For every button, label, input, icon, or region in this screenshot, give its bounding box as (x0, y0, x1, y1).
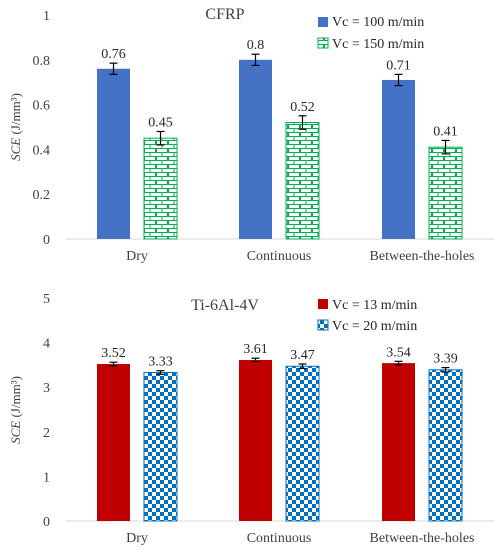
data-label: 3.52 (101, 346, 126, 361)
bar (239, 359, 272, 521)
y-tick-label: 0.8 (33, 54, 51, 69)
bar (428, 146, 463, 240)
chart-title: Ti-6Al-4V (191, 297, 259, 314)
error-bar (156, 370, 165, 375)
error-bar (298, 115, 307, 130)
legend-label-vc13: Vc = 13 m/min (332, 298, 417, 313)
data-label: 3.61 (243, 342, 268, 357)
y-tick-label: 4 (43, 337, 50, 352)
error-bar (441, 139, 450, 155)
bar (382, 79, 415, 240)
bar (143, 137, 178, 240)
bar (428, 369, 463, 522)
y-axis-label-unit: (J/mm³) (8, 93, 23, 138)
bar (382, 363, 415, 521)
y-tick-label: 0.4 (33, 143, 51, 158)
y-tick-label: 1 (43, 9, 50, 24)
y-tick-labels: 0 0.2 0.4 0.6 0.8 1 (33, 9, 51, 248)
y-tick-labels: 0 1 2 3 4 5 (43, 292, 50, 530)
data-labels: 3.52 3.61 3.54 3.33 3.47 3.39 (101, 342, 458, 369)
bar (285, 365, 320, 522)
bar (285, 122, 320, 240)
error-bar (109, 361, 118, 367)
y-tick-label: 0 (43, 515, 50, 530)
bars (97, 359, 463, 522)
x-tick-labels: Dry Continuous Between-the-holes (126, 249, 474, 264)
legend-swatch-vc150 (317, 37, 329, 49)
data-label: 0.71 (386, 58, 411, 73)
error-bar (394, 360, 403, 366)
data-label: 3.33 (148, 355, 173, 370)
legend-swatch-vc13 (318, 299, 328, 309)
y-tick-label: 1 (43, 470, 50, 485)
y-axis-label-unit: (J/mm³) (8, 376, 23, 421)
chart-title: CFRP (205, 6, 244, 23)
legend-label-vc150: Vc = 150 m/min (332, 37, 424, 52)
x-tick-label: Dry (126, 531, 148, 546)
error-bar (298, 363, 307, 370)
y-tick-label: 2 (43, 426, 50, 441)
y-tick-label: 5 (43, 292, 50, 307)
x-tick-label: Continuous (247, 249, 312, 264)
data-label: 0.41 (433, 124, 458, 139)
bars (97, 59, 463, 240)
x-tick-label: Between-the-holes (370, 531, 475, 546)
x-tick-labels: Dry Continuous Between-the-holes (126, 531, 474, 546)
data-label: 0.45 (148, 115, 173, 130)
error-bar (441, 366, 450, 373)
y-tick-label: 0 (43, 233, 50, 248)
bar (97, 68, 130, 239)
error-bars (109, 357, 450, 375)
y-tick-label: 3 (43, 381, 50, 396)
legend-label-vc100: Vc = 100 m/min (332, 15, 424, 30)
data-label: 3.47 (290, 348, 315, 363)
bar (97, 364, 130, 521)
error-bar (251, 53, 260, 67)
legend-swatch-vc100 (318, 17, 328, 27)
y-axis-label: SCE (J/mm³) (8, 93, 23, 161)
error-bar (251, 357, 260, 363)
error-bar (156, 130, 165, 146)
x-tick-label: Between-the-holes (370, 249, 475, 264)
legend-label-vc20: Vc = 20 m/min (332, 319, 417, 334)
chart-cfrp: CFRP SCE (J/mm³) 00.20.40.60.81 0.760.80… (8, 6, 494, 264)
data-label: 0.76 (101, 47, 126, 62)
legend-swatch-vc20 (317, 319, 329, 331)
bar (143, 371, 178, 522)
legend: Vc = 100 m/min Vc = 150 m/min (317, 15, 424, 52)
data-label: 0.52 (290, 100, 315, 115)
data-label: 0.8 (247, 38, 265, 53)
x-tick-label: Continuous (247, 531, 312, 546)
data-label: 3.39 (433, 352, 458, 367)
y-tick-label: 0.2 (33, 188, 51, 203)
y-axis-label: SCE (J/mm³) (8, 376, 23, 444)
error-bar (394, 73, 403, 87)
x-tick-label: Dry (126, 249, 148, 264)
legend: Vc = 13 m/min Vc = 20 m/min (317, 298, 417, 334)
data-labels: 0.76 0.8 0.71 0.45 0.52 0.41 (101, 38, 458, 139)
error-bar (109, 62, 118, 75)
y-axis-label-italic: SCE (8, 421, 23, 444)
y-axis-label-italic: SCE (8, 138, 23, 161)
error-bars (109, 53, 450, 155)
y-tick-label: 0.6 (33, 99, 51, 114)
data-label: 3.54 (386, 345, 411, 360)
bar (239, 59, 272, 239)
